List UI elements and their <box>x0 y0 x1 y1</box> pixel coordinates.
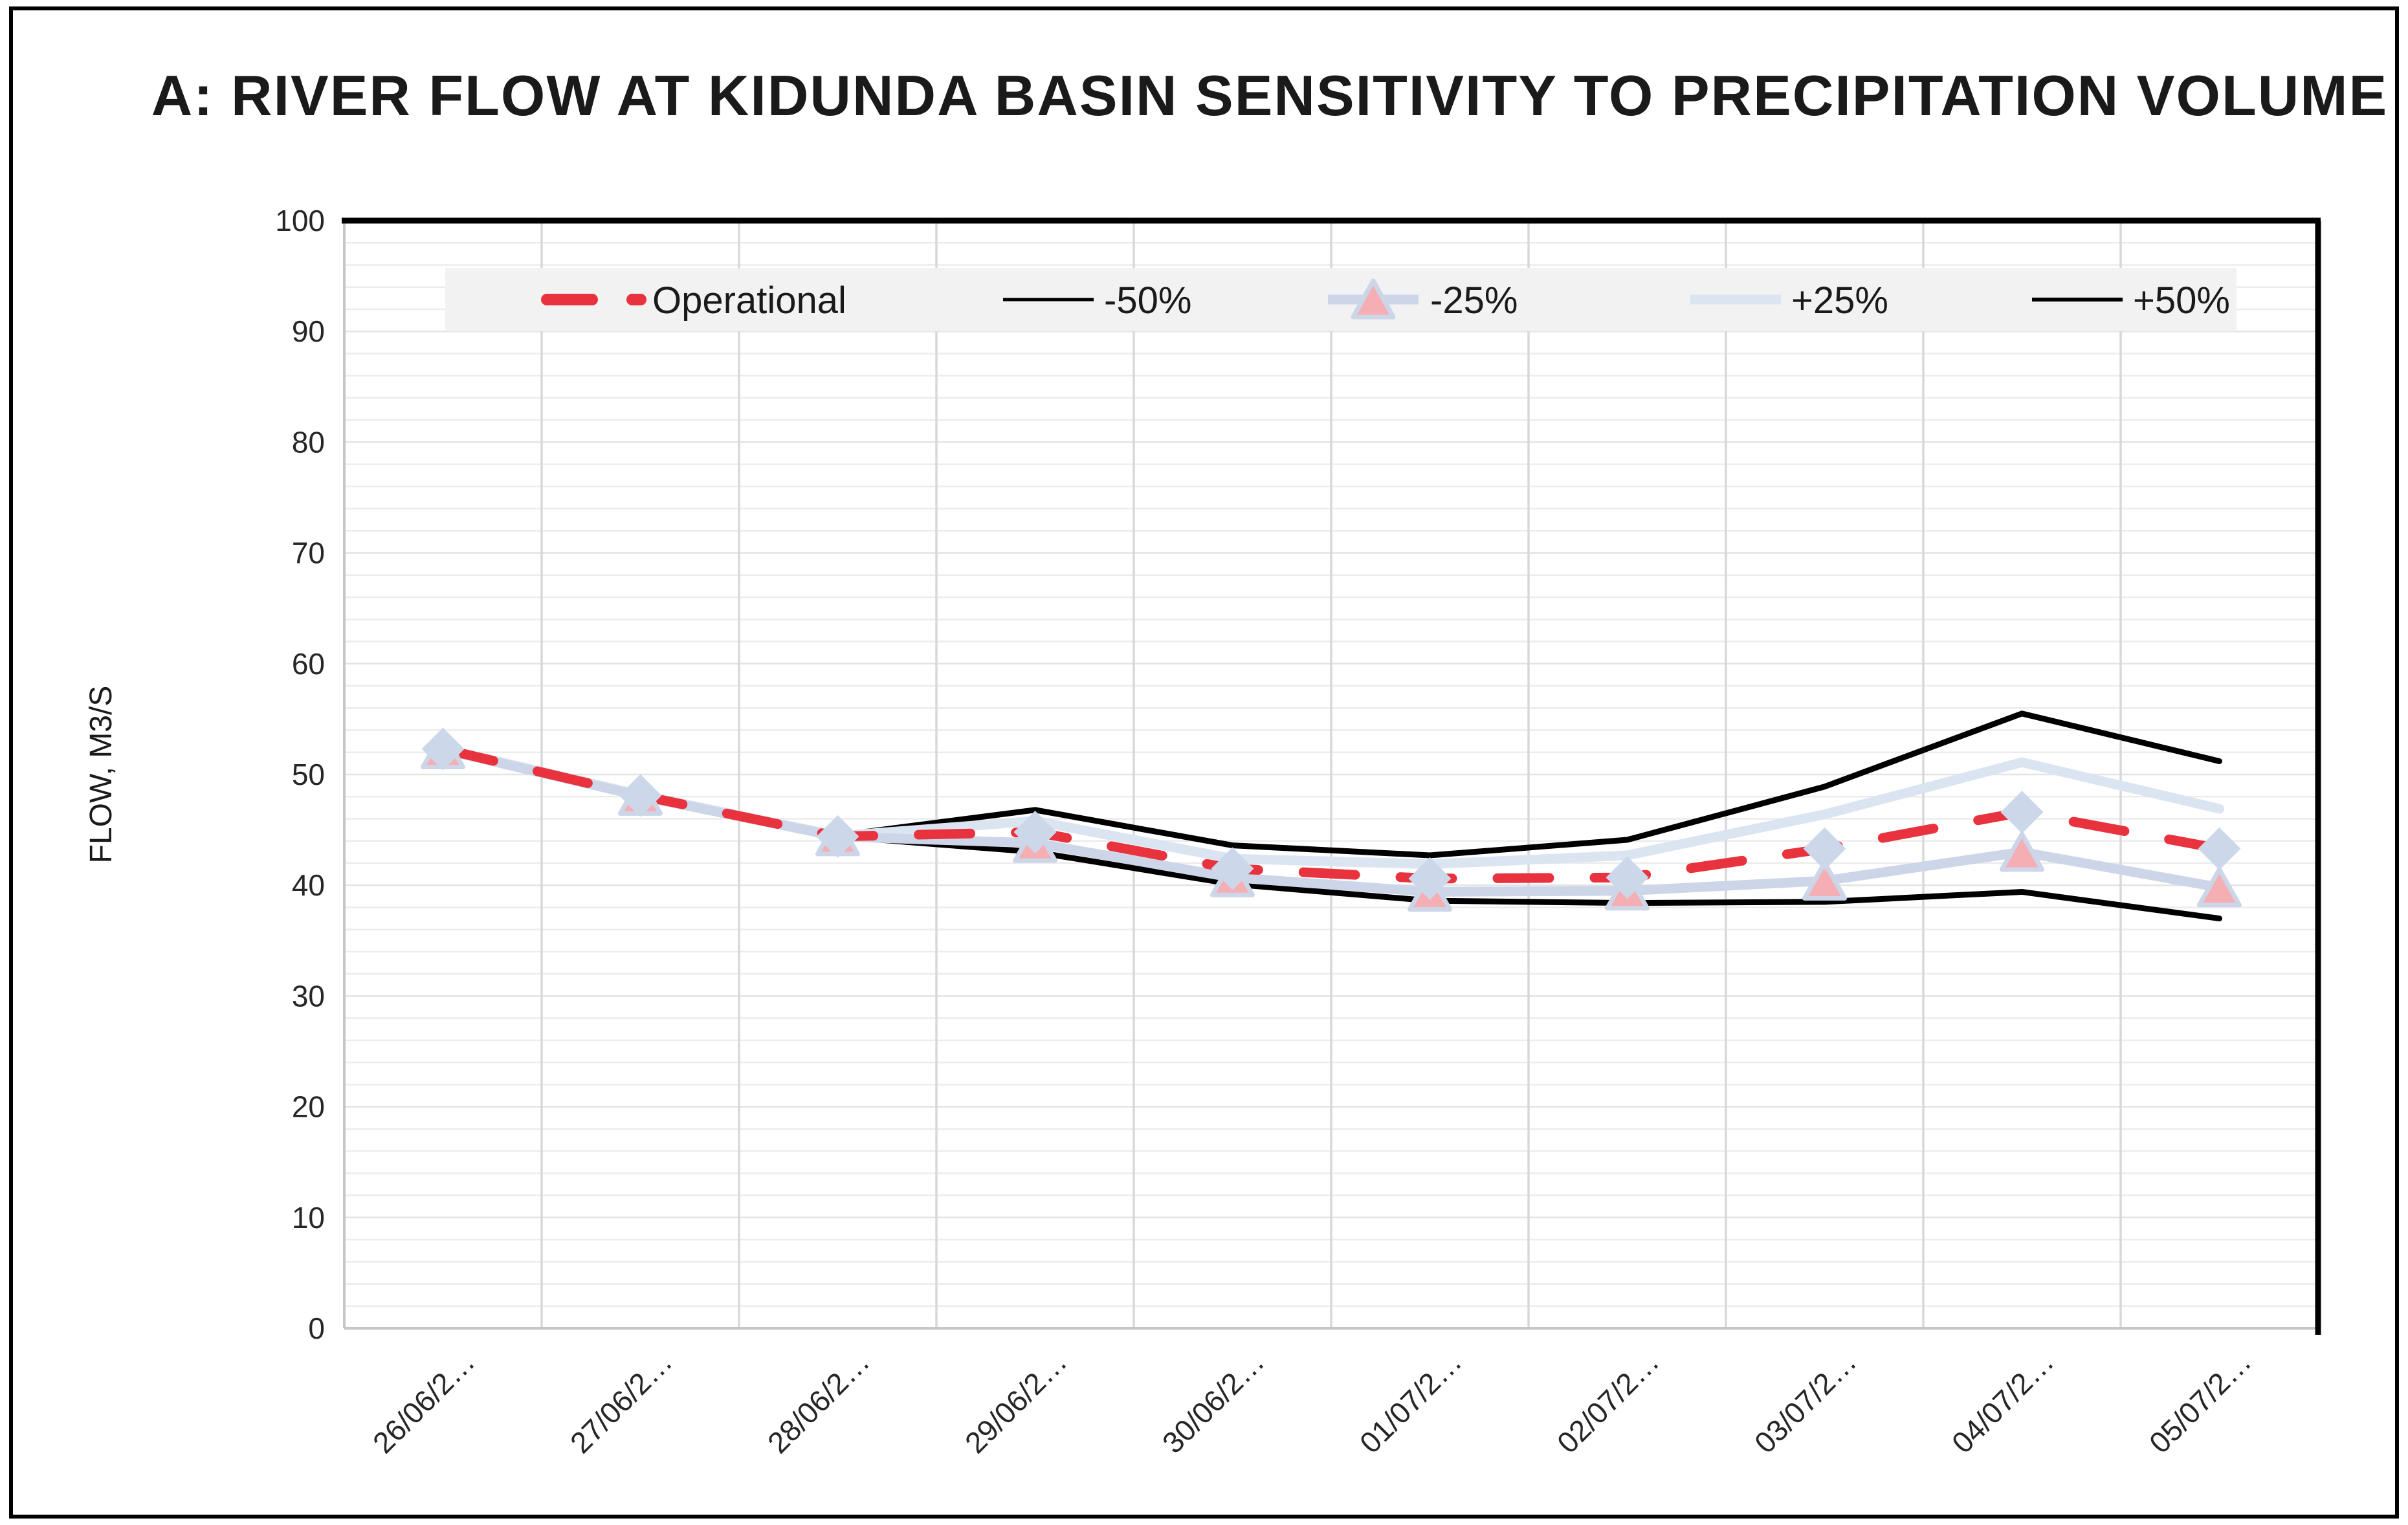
legend-label-minus25: -25% <box>1430 280 1518 322</box>
y-tick-label: 0 <box>308 1311 325 1345</box>
x-tick-label: 03/07/2… <box>1748 1344 1863 1460</box>
diamond-marker <box>1408 857 1452 900</box>
diamond-marker <box>1606 856 1649 899</box>
x-tick-label: 27/06/2… <box>564 1344 679 1460</box>
y-tick-label: 80 <box>292 425 325 459</box>
x-tick-label: 29/06/2… <box>958 1344 1074 1460</box>
y-tick-label: 90 <box>292 314 325 348</box>
x-tick-label: 05/07/2… <box>2143 1344 2258 1460</box>
y-tick-label: 70 <box>292 536 325 570</box>
chart-title: A: RIVER FLOW AT KIDUNDA BASIN SENSITIVI… <box>151 63 2389 127</box>
triangle-marker <box>1802 860 1847 901</box>
series-markers <box>421 727 2242 912</box>
y-tick-label: 60 <box>292 647 325 681</box>
x-tick-label: 02/07/2… <box>1551 1344 1666 1460</box>
legend-label-plus25: +25% <box>1791 280 1888 322</box>
y-tick-label: 20 <box>292 1090 325 1124</box>
series-line-operational <box>438 744 2224 884</box>
legend-item-operational: Operational <box>541 280 846 322</box>
y-tick-label: 40 <box>292 868 325 902</box>
axes <box>342 217 2321 1335</box>
triangle-marker <box>2000 831 2044 872</box>
x-tick-label: 28/06/2… <box>761 1344 876 1460</box>
legend-item-plus25: +25% <box>1690 280 1888 322</box>
x-tick-labels: 26/06/2… 27/06/2… 28/06/2… 29/06/2… 30/06/2…… <box>366 1344 2258 1460</box>
minus25-triangle-key-icon <box>1351 278 1396 320</box>
y-axis-title: FLOW, M3/S <box>84 686 118 864</box>
legend-item-minus50: -50% <box>1003 280 1191 322</box>
x-tick-label: 30/06/2… <box>1156 1344 1271 1460</box>
diamond-marker <box>1803 827 1846 870</box>
diamond-marker <box>619 774 662 817</box>
triangle-marker <box>2197 867 2242 908</box>
legend-label-minus50: -50% <box>1104 280 1191 322</box>
y-tick-label: 30 <box>292 979 325 1013</box>
legend-label-operational: Operational <box>652 280 846 322</box>
diamond-marker <box>2198 827 2241 870</box>
x-tick-label: 04/07/2… <box>1945 1344 2060 1460</box>
y-tick-labels: 0 10 20 30 40 50 60 70 80 90 100 <box>275 204 325 1345</box>
y-tick-label: 100 <box>275 204 325 237</box>
y-tick-label: 10 <box>292 1201 325 1234</box>
y-tick-label: 50 <box>292 758 325 791</box>
diamond-marker <box>2000 791 2044 834</box>
diamond-marker <box>1013 811 1057 854</box>
legend: Operational -50% -25% +25% +50% <box>541 278 2230 322</box>
diamond-marker <box>421 727 465 771</box>
legend-label-plus50: +50% <box>2133 280 2230 322</box>
diamond-marker <box>1211 847 1254 890</box>
x-tick-label: 26/06/2… <box>366 1344 481 1460</box>
diamond-marker <box>816 815 859 858</box>
legend-item-plus50: +50% <box>2032 280 2230 322</box>
legend-item-minus25: -25% <box>1328 278 1518 322</box>
series-lines <box>438 710 2224 922</box>
x-tick-label: 01/07/2… <box>1353 1344 1468 1460</box>
